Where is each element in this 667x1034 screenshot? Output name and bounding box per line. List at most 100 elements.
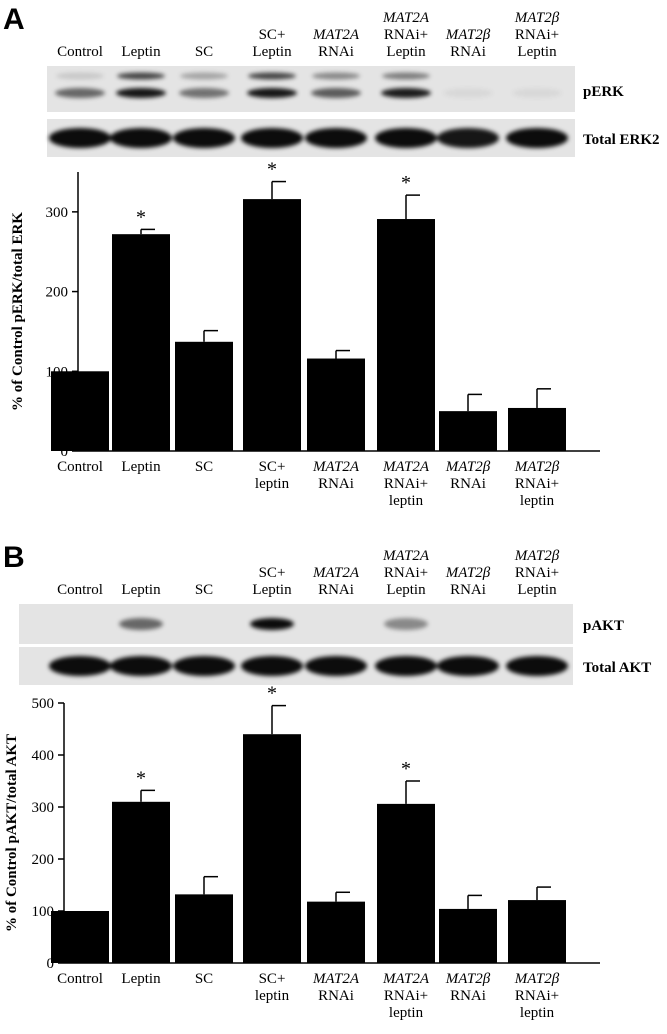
x-tick-label: Leptin [121,971,161,987]
label-line: MAT2A [312,565,360,581]
bar [112,234,170,451]
band [241,128,303,148]
label-line: MAT2A [382,548,430,564]
label-line: Control [57,459,103,475]
significance-marker: * [136,767,146,789]
label-line: SC [195,582,213,598]
band [248,72,296,80]
x-tick-label: Control [57,459,103,475]
label-line: Leptin [386,44,426,60]
western-blot-perk [47,66,575,112]
label-line: MAT2β [514,971,560,987]
label-line: Leptin [121,44,161,60]
label-line: 0 [61,444,69,460]
label-line: Total ERK2 [583,132,660,148]
band [311,88,361,98]
band [117,72,165,80]
band [110,128,172,148]
y-axis-label: % of Control pERK/total ERK [10,212,26,411]
bar [377,219,435,451]
significance-marker: * [267,159,277,181]
x-tick-label: SC+ leptin [255,971,290,1004]
bar [175,341,233,451]
label-line: 200 [32,852,55,868]
band [382,72,430,80]
label-line: 200 [46,285,69,301]
label-line: RNAi [318,44,354,60]
x-tick-label: MAT2β RNAi+ leptin [514,459,560,509]
blot-label: Total AKT [583,660,651,676]
label-line: RNAi [450,988,486,1004]
label-line: RNAi+ [515,476,559,492]
bar [439,908,497,963]
band [305,128,367,148]
bar [243,734,301,963]
blot-label: pAKT [583,618,624,634]
label-line: * [401,758,411,780]
y-axis-label: % of Control pAKT/total AKT [4,734,20,932]
label-line: * [267,159,277,181]
label-line: * [136,206,146,228]
label-line: Leptin [121,459,161,475]
y-tick-label: 400 [32,748,55,764]
band [56,72,104,80]
label-line: RNAi+ [515,565,559,581]
lane-label: SC [195,582,213,598]
band [305,656,367,676]
x-tick-label: MAT2A RNAi [312,459,360,492]
band [506,656,568,676]
label-line: MAT2A [312,27,360,43]
label-line: RNAi [450,44,486,60]
label-line: leptin [520,493,555,509]
label-line: RNAi+ [384,565,428,581]
band [179,88,229,98]
label-line: * [401,172,411,194]
label-line: 400 [32,748,55,764]
band [49,128,111,148]
western-blot-total-akt [19,647,573,685]
x-tick-label: Leptin [121,459,161,475]
label-line: leptin [255,476,290,492]
label-line: * [267,683,277,705]
label-line: Leptin [252,44,292,60]
label-line: leptin [255,988,290,1004]
x-tick-label: SC+ leptin [255,459,290,492]
label-line: SC+ [259,565,286,581]
bar [439,411,497,451]
x-tick-label: MAT2β RNAi [445,459,491,492]
blot-label: pERK [583,84,624,100]
x-tick-label: MAT2β RNAi+ leptin [514,971,560,1021]
label-line: RNAi+ [384,988,428,1004]
lane-label: Leptin [121,44,161,60]
label-line: MAT2β [445,565,491,581]
bar [307,358,365,451]
label-line: SC [195,459,213,475]
blot-background [19,604,573,644]
lane-label: MAT2A RNAi+ Leptin [382,548,430,598]
label-line: 500 [32,696,55,712]
band [512,88,562,98]
y-tick-label: 300 [32,800,55,816]
band [375,128,437,148]
label-line: pERK [583,84,624,100]
lane-label: Control [57,44,103,60]
label-line: 0 [47,956,55,972]
x-tick-label: Control [57,971,103,987]
lane-label: SC [195,44,213,60]
lane-label: MAT2A RNAi [312,565,360,598]
label-line: leptin [389,1005,424,1021]
label-line: leptin [520,1005,555,1021]
band [247,88,297,98]
label-line: 300 [32,800,55,816]
band [119,618,163,630]
band [375,656,437,676]
band [173,656,235,676]
label-line: RNAi [318,476,354,492]
label-line: RNAi+ [384,27,428,43]
label-line: SC [195,971,213,987]
label-line: SC+ [259,971,286,987]
label-line: MAT2β [445,971,491,987]
